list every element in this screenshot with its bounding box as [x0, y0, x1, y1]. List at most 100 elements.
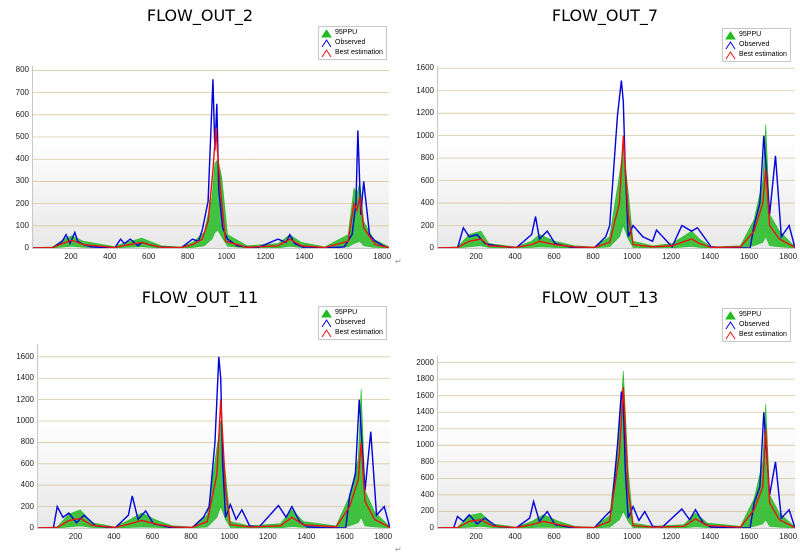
legend-item: Best estimation [321, 328, 383, 338]
legend-label: Observed [739, 321, 770, 328]
x-tick-label: 600 [547, 252, 561, 261]
y-tick-label: 600 [20, 458, 34, 468]
y-tick-label: 500 [15, 132, 29, 142]
x-tick-label: 1200 [258, 532, 277, 541]
legend: 95PPU Observed Best estimation [722, 308, 791, 342]
x-tick-label: 400 [107, 532, 121, 541]
x-tick-label: 1600 [334, 252, 353, 261]
x-tick-label: 1200 [662, 252, 680, 261]
ppu-legend-icon [321, 28, 332, 37]
legend-label: Observed [335, 319, 366, 326]
plot-area [437, 356, 795, 529]
x-tick-label: 1200 [662, 532, 680, 541]
y-tick-label: 400 [420, 198, 434, 208]
legend-label: 95PPU [335, 309, 358, 316]
plot-svg [33, 70, 389, 248]
x-tick-label: 1800 [374, 532, 393, 541]
y-tick-label: 200 [420, 220, 434, 230]
y-tick-label: 1800 [416, 374, 434, 384]
x-tick-label: 1800 [779, 532, 798, 541]
y-tick-label: 1000 [416, 440, 434, 450]
legend-item: Observed [321, 38, 383, 48]
x-tick-label: 1600 [740, 252, 759, 261]
x-tick-label: 1000 [220, 532, 239, 541]
x-tick-label: 200 [469, 532, 483, 541]
x-tick-label: 600 [142, 252, 156, 261]
legend-label: Observed [739, 41, 770, 48]
legend-item: 95PPU [321, 28, 383, 38]
x-tick-label: 1600 [740, 532, 759, 541]
y-tick-label: 0 [24, 243, 29, 252]
x-tick-label: 400 [508, 252, 522, 261]
x-tick-label: 1400 [701, 252, 719, 261]
ppu-legend-icon [725, 310, 736, 319]
x-tick-label: 1000 [623, 252, 641, 261]
legend-label: Observed [335, 39, 366, 46]
y-tick-label: 1600 [416, 63, 434, 73]
y-tick-label: 400 [20, 480, 34, 490]
best-estimation-line [438, 387, 795, 528]
legend-label: 95PPU [739, 311, 762, 318]
y-tick-label: 1000 [416, 130, 434, 140]
y-tick-label: 1400 [16, 373, 34, 383]
observed-legend-icon [725, 40, 736, 49]
x-tick-label: 1800 [373, 252, 392, 261]
x-tick-label: 200 [64, 252, 78, 261]
x-tick-label: 1000 [217, 252, 236, 261]
legend-item: 95PPU [321, 308, 383, 318]
y-tick-label: 800 [20, 437, 34, 447]
y-tick-label: 100 [15, 220, 29, 230]
best-estimation-legend-icon [725, 50, 736, 59]
y-tick-label: 200 [20, 501, 34, 511]
x-tick-label: 800 [180, 252, 195, 261]
plot-svg [38, 356, 390, 528]
return-mark: ↵ [395, 257, 402, 266]
y-tick-label: 0 [429, 523, 434, 532]
y-tick-label: 300 [15, 176, 29, 186]
x-tick-label: 600 [547, 532, 561, 541]
x-tick-label: 1000 [623, 532, 641, 541]
legend-item: 95PPU [725, 30, 787, 40]
legend-label: Best estimation [739, 331, 787, 338]
ppu-legend-icon [725, 30, 736, 39]
x-tick-label: 400 [103, 252, 117, 261]
chart-title: FLOW_OUT_11 [141, 288, 259, 307]
x-tick-label: 1200 [256, 252, 275, 261]
ppu-band [38, 388, 390, 528]
legend-item: Best estimation [725, 50, 787, 60]
best-estimation-legend-icon [321, 48, 332, 57]
y-tick-label: 600 [15, 109, 29, 119]
legend-label: 95PPU [739, 31, 762, 38]
x-tick-label: 800 [184, 532, 198, 541]
plot-svg [438, 362, 795, 528]
legend-item: 95PPU [725, 310, 787, 320]
y-tick-label: 800 [15, 65, 29, 75]
legend-item: Best estimation [725, 330, 787, 340]
y-tick-label: 800 [420, 153, 434, 163]
observed-legend-icon [725, 320, 736, 329]
return-mark: ↵ [395, 545, 402, 554]
plot-area [37, 344, 390, 529]
legend-item: Observed [725, 40, 787, 50]
y-tick-label: 2000 [416, 357, 434, 367]
y-tick-label: 0 [29, 523, 34, 532]
y-tick-label: 1600 [416, 390, 434, 400]
best-estimation-line [33, 128, 389, 248]
y-tick-label: 1200 [416, 423, 434, 433]
y-tick-label: 700 [15, 87, 29, 97]
legend-label: Best estimation [739, 51, 787, 58]
observed-legend-icon [321, 318, 332, 327]
best-estimation-line [38, 399, 390, 528]
chart-title: FLOW_OUT_13 [541, 288, 659, 307]
y-tick-label: 600 [420, 473, 434, 483]
best-estimation-legend-icon [725, 330, 736, 339]
x-tick-label: 1400 [297, 532, 316, 541]
legend-label: 95PPU [335, 29, 358, 36]
x-tick-label: 1600 [335, 532, 354, 541]
y-tick-label: 1600 [16, 351, 34, 361]
legend-item: Observed [321, 318, 383, 328]
y-tick-label: 400 [420, 489, 434, 499]
legend-item: Best estimation [321, 48, 383, 58]
legend: 95PPU Observed Best estimation [318, 306, 387, 340]
x-tick-label: 1400 [295, 252, 314, 261]
